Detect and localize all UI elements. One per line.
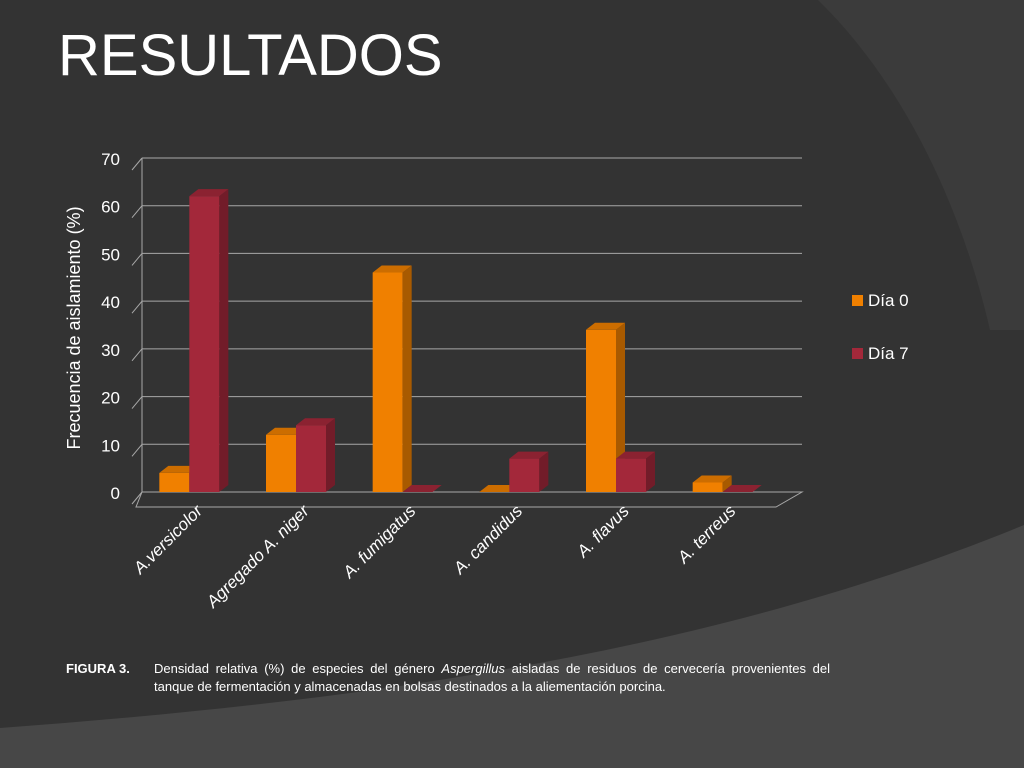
y-tick-label: 10 bbox=[101, 436, 120, 455]
bar-front bbox=[692, 482, 723, 492]
y-tick-label: 60 bbox=[101, 198, 120, 217]
caption-text-before: Densidad relativa (%) de especies del gé… bbox=[154, 661, 442, 676]
bar-top bbox=[616, 451, 655, 459]
chart-floor bbox=[135, 491, 804, 508]
bar-top bbox=[189, 189, 229, 197]
legend: Día 0 Día 7 bbox=[852, 291, 909, 363]
bar bbox=[296, 418, 335, 492]
bar bbox=[616, 451, 655, 492]
bar-top bbox=[479, 485, 519, 492]
y-tick-labels: 0 10 20 30 40 50 60 70 bbox=[101, 150, 120, 503]
bar bbox=[722, 485, 762, 492]
corner-curve bbox=[818, 0, 1024, 330]
x-tick-label: A. candidus bbox=[449, 501, 526, 578]
gridline-side bbox=[131, 253, 143, 266]
bar-side bbox=[402, 265, 412, 492]
bar-front bbox=[296, 425, 326, 492]
gridline-side bbox=[131, 157, 143, 171]
caption-genus-italic: Aspergillus bbox=[441, 661, 505, 676]
legend-label: Día 7 bbox=[868, 344, 909, 363]
bar bbox=[586, 322, 625, 492]
bar-front bbox=[266, 434, 296, 492]
bar bbox=[509, 451, 549, 492]
x-tick-label: A. fumigatus bbox=[339, 501, 420, 582]
bar bbox=[189, 189, 229, 492]
bar-side bbox=[616, 322, 625, 492]
y-tick-label: 50 bbox=[101, 245, 120, 264]
bar-side bbox=[326, 418, 335, 492]
bar-front bbox=[372, 272, 403, 492]
bar-side bbox=[219, 189, 229, 492]
background-arc bbox=[0, 525, 1024, 768]
bar-top bbox=[509, 451, 549, 459]
gridline-side bbox=[131, 491, 143, 505]
caption-label: FIGURA 3. bbox=[66, 661, 130, 676]
y-tick-label: 70 bbox=[101, 150, 120, 169]
bar-front bbox=[616, 458, 646, 492]
x-tick-label: A. flavus bbox=[573, 501, 634, 562]
bar-top bbox=[692, 475, 732, 483]
gridline-side bbox=[131, 396, 143, 409]
bar-top bbox=[296, 418, 335, 426]
bar bbox=[402, 485, 442, 492]
bar-front bbox=[159, 472, 190, 492]
gridline-side bbox=[131, 300, 143, 314]
x-tick-label: Agregado A. niger bbox=[202, 500, 314, 612]
bar-side bbox=[539, 451, 549, 492]
gridline-side bbox=[131, 443, 143, 457]
bar-front bbox=[189, 196, 220, 492]
legend-swatch bbox=[852, 295, 863, 306]
bar-side bbox=[646, 451, 655, 492]
bar-top bbox=[266, 427, 305, 435]
gridlines bbox=[131, 157, 804, 508]
caption-text-after: aisladas de residuos de cervecería prove… bbox=[154, 661, 830, 694]
x-tick-label: A.versicolor bbox=[129, 500, 207, 578]
y-tick-label: 20 bbox=[101, 389, 120, 408]
bar-top bbox=[402, 485, 442, 492]
bar-top bbox=[722, 485, 762, 492]
bar bbox=[692, 475, 732, 492]
legend-label: Día 0 bbox=[868, 291, 909, 310]
bar-top bbox=[586, 322, 625, 330]
x-tick-label: A. terreus bbox=[673, 501, 740, 568]
y-tick-label: 40 bbox=[101, 293, 120, 312]
bars bbox=[159, 189, 762, 492]
bar-top bbox=[159, 465, 199, 473]
bar-front bbox=[586, 329, 616, 492]
y-tick-label: 30 bbox=[101, 341, 120, 360]
caption-text: Densidad relativa (%) de especies del gé… bbox=[154, 660, 830, 696]
slide-title: RESULTADOS bbox=[58, 23, 443, 88]
bar-side bbox=[722, 475, 732, 492]
bar bbox=[479, 485, 519, 492]
gridline-side bbox=[131, 205, 143, 219]
y-axis-label: Frecuencia de aislamiento (%) bbox=[64, 206, 84, 449]
y-tick-label: 0 bbox=[111, 484, 120, 503]
legend-swatch bbox=[852, 348, 863, 359]
bar-front bbox=[509, 458, 540, 492]
bar-top bbox=[372, 265, 412, 273]
gridline-side bbox=[131, 348, 143, 362]
bar bbox=[372, 265, 412, 492]
